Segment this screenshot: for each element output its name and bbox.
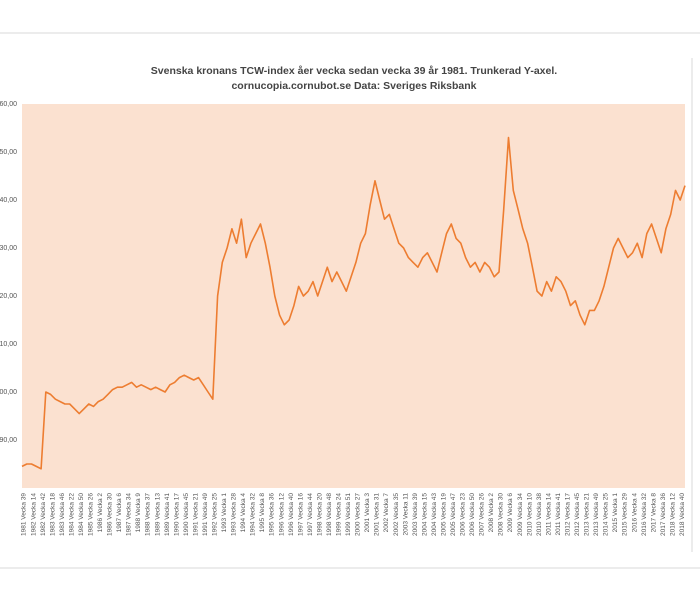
x-tick-label: 1995 Vecka 8 (259, 493, 266, 533)
x-tick-label: 1984 Vecka 22 (68, 493, 75, 536)
x-tick-label: 1993 Vecka 28 (231, 493, 238, 536)
x-tick-label: 2012 Vecka 17 (564, 493, 571, 536)
line (21, 136, 686, 470)
x-tick-label: 2000 Vecka 27 (355, 493, 362, 536)
x-tick-label: 1996 Vecka 12 (278, 493, 285, 536)
x-tick-label: 1983 Vecka 18 (49, 493, 56, 536)
x-tick-label: 2006 Vecka 23 (460, 493, 467, 536)
chart-subtitle: cornucopia.cornubot.se Data: Sveriges Ri… (231, 80, 476, 92)
x-tick-label: 2004 Vecka 15 (421, 493, 428, 536)
x-tick-label: 1998 Vecka 20 (316, 493, 323, 536)
x-tick-label: 2010 Vecka 38 (536, 493, 543, 536)
y-tick-label: 160,00 (0, 101, 17, 108)
x-tick-label: 2003 Vecka 11 (402, 493, 409, 536)
x-tick-label: 2007 Vecka 26 (479, 493, 486, 536)
x-tick-label: 1993 Vecka 1 (221, 493, 228, 533)
x-tick-label: 2014 Vecka 25 (603, 493, 610, 536)
x-tick-label: 1987 Vecka 6 (116, 493, 123, 533)
x-tick-label: 2002 Vecka 35 (393, 493, 400, 536)
x-tick-label: 2008 Vecka 30 (498, 493, 505, 536)
x-tick-label: 2002 Vecka 7 (383, 493, 390, 533)
x-tick-label: 2001 Vecka 3 (364, 493, 371, 533)
y-tick-label: 150,00 (0, 149, 17, 156)
y-tick-label: 110,00 (0, 341, 17, 348)
x-tick-label: 2004 Vecka 43 (431, 493, 438, 536)
x-tick-label: 1990 Vecka 17 (173, 493, 180, 536)
x-tick-label: 2006 Vecka 50 (469, 493, 476, 536)
y-tick-label: 90,00 (0, 437, 17, 444)
x-tick-label: 1994 Vecka 4 (240, 493, 247, 533)
y-tick-label: 130,00 (0, 245, 17, 252)
x-tick-label: 1986 Vecka 2 (97, 493, 104, 533)
x-tick-label: 2017 Vecka 8 (650, 493, 657, 533)
x-tick-label: 2005 Vecka 19 (440, 493, 447, 536)
y-tick-label: 140,00 (0, 197, 17, 204)
x-tick-label: 1997 Vecka 16 (297, 493, 304, 536)
x-tick-label: 1988 Vecka 9 (135, 493, 142, 533)
x-tick-label: 1995 Vecka 36 (269, 493, 276, 536)
x-tick-label: 1998 Vecka 48 (326, 493, 333, 536)
x-tick-label: 2009 Vecka 6 (507, 493, 514, 533)
x-tick-label: 2008 Vecka 2 (488, 493, 495, 533)
x-tick-label: 1999 Vecka 24 (336, 493, 343, 536)
x-tick-label: 1984 Vecka 50 (78, 493, 85, 536)
x-tick-label: 1999 Vecka 51 (345, 493, 352, 536)
chart-title: Svenska kronans TCW-index åer vecka seda… (151, 65, 557, 77)
x-tick-label: 1987 Vecka 34 (126, 493, 133, 536)
x-tick-label: 2010 Vecka 10 (526, 493, 533, 536)
x-tick-label: 1982 Vecka 42 (40, 493, 47, 536)
x-tick-label: 1989 Vecka 41 (164, 493, 171, 536)
x-tick-label: 2001 Vecka 31 (374, 493, 381, 536)
x-tick-label: 2017 Vecka 36 (660, 493, 667, 536)
x-tick-label: 1981 Vecka 39 (21, 493, 28, 536)
x-tick-label: 1991 Vecka 49 (202, 493, 209, 536)
plot-area (22, 104, 685, 488)
x-tick-label: 2018 Vecka 40 (679, 493, 686, 536)
y-tick-label: 120,00 (0, 293, 17, 300)
x-tick-label: 2015 Vecka 1 (612, 493, 619, 533)
x-tick-label: 1992 Vecka 25 (212, 493, 219, 536)
x-tick-label: 2009 Vecka 34 (517, 493, 524, 536)
x-tick-label: 2018 Vecka 12 (669, 493, 676, 536)
x-tick-label: 1996 Vecka 40 (288, 493, 295, 536)
x-tick-label: 1988 Vecka 37 (145, 493, 152, 536)
x-tick-label: 1982 Vecka 14 (30, 493, 37, 536)
x-tick-label: 2016 Vecka 32 (641, 493, 648, 536)
x-tick-label: 1986 Vecka 30 (107, 493, 114, 536)
x-tick-label: 2011 Vecka 41 (555, 493, 562, 536)
x-tick-label: 2016 Vecka 4 (631, 493, 638, 533)
x-tick-label: 1991 Vecka 21 (192, 493, 199, 536)
x-tick-label: 1990 Vecka 45 (183, 493, 190, 536)
x-tick-label: 2011 Vecka 14 (545, 493, 552, 536)
x-tick-label: 1994 Vecka 32 (250, 493, 257, 536)
x-tick-label: 1989 Vecka 13 (154, 493, 161, 536)
x-tick-label: 2003 Vecka 39 (412, 493, 419, 536)
x-tick-label: 1983 Vecka 46 (59, 493, 66, 536)
x-tick-label: 1985 Vecka 26 (87, 493, 94, 536)
x-tick-label: 2005 Vecka 47 (450, 493, 457, 536)
x-tick-label: 2015 Vecka 29 (622, 493, 629, 536)
y-tick-label: 100,00 (0, 389, 17, 396)
x-tick-label: 2013 Vecka 49 (593, 493, 600, 536)
x-tick-label: 2013 Vecka 21 (584, 493, 591, 536)
x-tick-label: 2012 Vecka 45 (574, 493, 581, 536)
x-tick-label: 1997 Vecka 44 (307, 493, 314, 536)
